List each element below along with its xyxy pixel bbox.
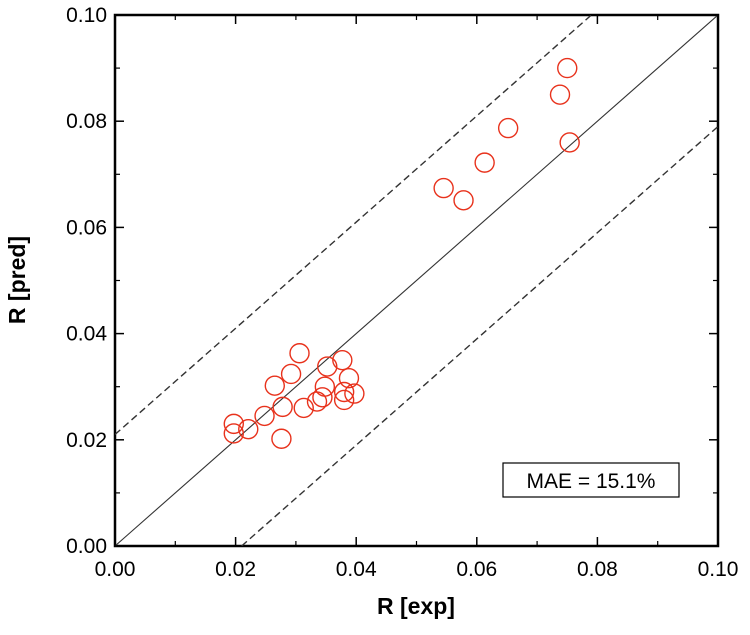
y-axis-ticks: 0.00 0.02 0.04 0.06 0.08 0.10 xyxy=(66,4,718,558)
data-point xyxy=(254,405,275,427)
annotation-box xyxy=(502,462,680,498)
annotation-text: MAE = 15.1% xyxy=(527,470,656,493)
data-point xyxy=(453,190,474,211)
x-tick-label: 0.00 xyxy=(95,558,136,581)
data-point xyxy=(332,349,353,371)
parity-line xyxy=(115,15,718,546)
data-point xyxy=(433,177,454,199)
data-point xyxy=(344,383,365,404)
y-tick-label: 0.06 xyxy=(66,216,107,239)
lower-bound-line xyxy=(241,125,718,546)
y-tick-label: 0.08 xyxy=(66,110,107,133)
data-point xyxy=(333,381,355,403)
data-point xyxy=(317,356,338,377)
data-point xyxy=(280,363,302,385)
data-point xyxy=(289,343,310,364)
x-tick-label: 0.08 xyxy=(577,558,618,581)
data-point xyxy=(559,132,580,153)
data-point xyxy=(264,375,285,396)
data-point xyxy=(223,423,244,444)
mae-annotation: MAE = 15.1% xyxy=(502,462,680,498)
data-points xyxy=(223,57,580,449)
y-axis-title: R [pred] xyxy=(4,236,30,324)
data-point xyxy=(333,389,355,411)
x-tick-label: 0.06 xyxy=(456,558,497,581)
y-tick-label: 0.00 xyxy=(66,535,107,558)
data-point xyxy=(549,84,571,105)
y-tick-label: 0.10 xyxy=(66,4,107,27)
y-tick-label: 0.04 xyxy=(66,323,107,346)
reference-lines xyxy=(115,15,718,546)
data-point xyxy=(223,413,244,435)
x-axis-title: R [exp] xyxy=(377,593,455,619)
data-point xyxy=(474,152,495,173)
data-point xyxy=(312,387,333,408)
upper-bound-line xyxy=(115,15,593,436)
data-point xyxy=(272,396,293,418)
y-tick-label: 0.02 xyxy=(66,429,107,452)
data-point xyxy=(557,57,578,79)
data-point xyxy=(271,428,292,449)
data-point xyxy=(238,418,259,440)
data-point xyxy=(338,368,360,389)
data-point xyxy=(314,376,336,397)
x-axis-ticks: 0.00 0.02 0.04 0.06 0.08 0.10 xyxy=(95,15,739,581)
data-point xyxy=(497,117,519,139)
x-tick-label: 0.04 xyxy=(336,558,377,581)
data-point xyxy=(293,397,314,419)
x-tick-label: 0.10 xyxy=(698,558,739,581)
x-tick-label: 0.02 xyxy=(215,558,256,581)
